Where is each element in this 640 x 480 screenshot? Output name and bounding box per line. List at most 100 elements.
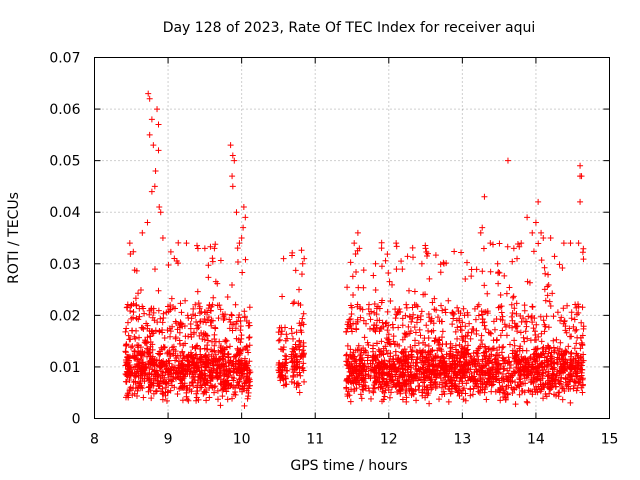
data-point — [387, 350, 394, 357]
data-point — [479, 268, 486, 275]
data-point — [433, 363, 440, 370]
data-point — [527, 388, 534, 395]
data-point — [579, 389, 586, 396]
data-point — [511, 337, 518, 344]
data-point — [538, 381, 545, 388]
data-point — [355, 342, 362, 349]
data-point — [130, 308, 137, 315]
data-point — [383, 319, 390, 326]
data-point — [369, 345, 376, 352]
data-point — [205, 262, 212, 269]
data-point — [384, 382, 391, 389]
x-tick-label: 8 — [90, 432, 99, 448]
data-point — [428, 386, 435, 393]
data-point — [290, 374, 297, 381]
data-point — [201, 370, 208, 377]
data-point — [280, 382, 287, 389]
data-point — [482, 385, 489, 392]
y-tick-label: 0.05 — [49, 154, 80, 170]
data-point — [374, 317, 381, 324]
data-point — [158, 363, 165, 370]
data-point — [484, 290, 491, 297]
data-point — [240, 224, 247, 231]
data-point — [171, 364, 178, 371]
data-point — [211, 389, 218, 396]
data-point — [485, 375, 492, 382]
data-point — [578, 173, 585, 180]
data-point — [195, 396, 202, 403]
data-point — [543, 313, 550, 320]
data-point — [167, 328, 174, 335]
data-point — [169, 344, 176, 351]
data-point — [221, 385, 228, 392]
data-point — [360, 366, 367, 373]
data-point — [362, 379, 369, 386]
data-point — [430, 381, 437, 388]
data-point — [177, 376, 184, 383]
data-point — [152, 167, 159, 174]
data-point — [573, 304, 580, 311]
data-point — [406, 373, 413, 380]
data-point — [477, 384, 484, 391]
data-point — [459, 319, 466, 326]
data-point — [205, 314, 212, 321]
data-point — [221, 373, 228, 380]
data-point — [219, 345, 226, 352]
data-point — [496, 379, 503, 386]
data-point — [554, 309, 561, 316]
data-point — [152, 362, 159, 369]
data-point — [300, 343, 307, 350]
data-point — [573, 340, 580, 347]
data-point — [124, 373, 131, 380]
data-point — [164, 366, 171, 373]
data-point — [135, 373, 142, 380]
data-point — [390, 380, 397, 387]
data-point — [174, 391, 181, 398]
data-point — [508, 384, 515, 391]
data-point — [428, 347, 435, 354]
data-point — [226, 325, 233, 332]
data-point — [382, 320, 389, 327]
data-point — [193, 351, 200, 358]
data-point — [498, 309, 505, 316]
data-point — [161, 361, 168, 368]
data-point — [244, 385, 251, 392]
data-point — [460, 396, 467, 403]
data-point — [151, 266, 158, 273]
data-point — [132, 363, 139, 370]
data-point — [496, 240, 503, 247]
data-point — [502, 356, 509, 363]
data-point — [464, 346, 471, 353]
data-point — [544, 292, 551, 299]
data-point — [562, 356, 569, 363]
data-point — [290, 300, 297, 307]
x-tick-label: 10 — [233, 432, 251, 448]
data-point — [246, 319, 253, 326]
data-point — [202, 381, 209, 388]
data-point — [571, 382, 578, 389]
data-point — [292, 341, 299, 348]
data-point — [402, 367, 409, 374]
data-point — [503, 332, 510, 339]
data-point — [537, 351, 544, 358]
data-point — [423, 322, 430, 329]
data-point — [535, 198, 542, 205]
data-point — [141, 367, 148, 374]
data-point — [412, 337, 419, 344]
data-point — [242, 313, 249, 320]
data-point — [469, 326, 476, 333]
data-point — [290, 335, 297, 342]
data-point — [571, 345, 578, 352]
data-point — [347, 316, 354, 323]
data-point — [392, 352, 399, 359]
data-point — [561, 317, 568, 324]
data-point — [382, 343, 389, 350]
data-point — [360, 377, 367, 384]
data-point — [562, 375, 569, 382]
data-point — [428, 361, 435, 368]
data-point — [496, 389, 503, 396]
data-point — [176, 329, 183, 336]
data-point — [146, 131, 153, 138]
data-point — [471, 382, 478, 389]
data-point — [501, 272, 508, 279]
